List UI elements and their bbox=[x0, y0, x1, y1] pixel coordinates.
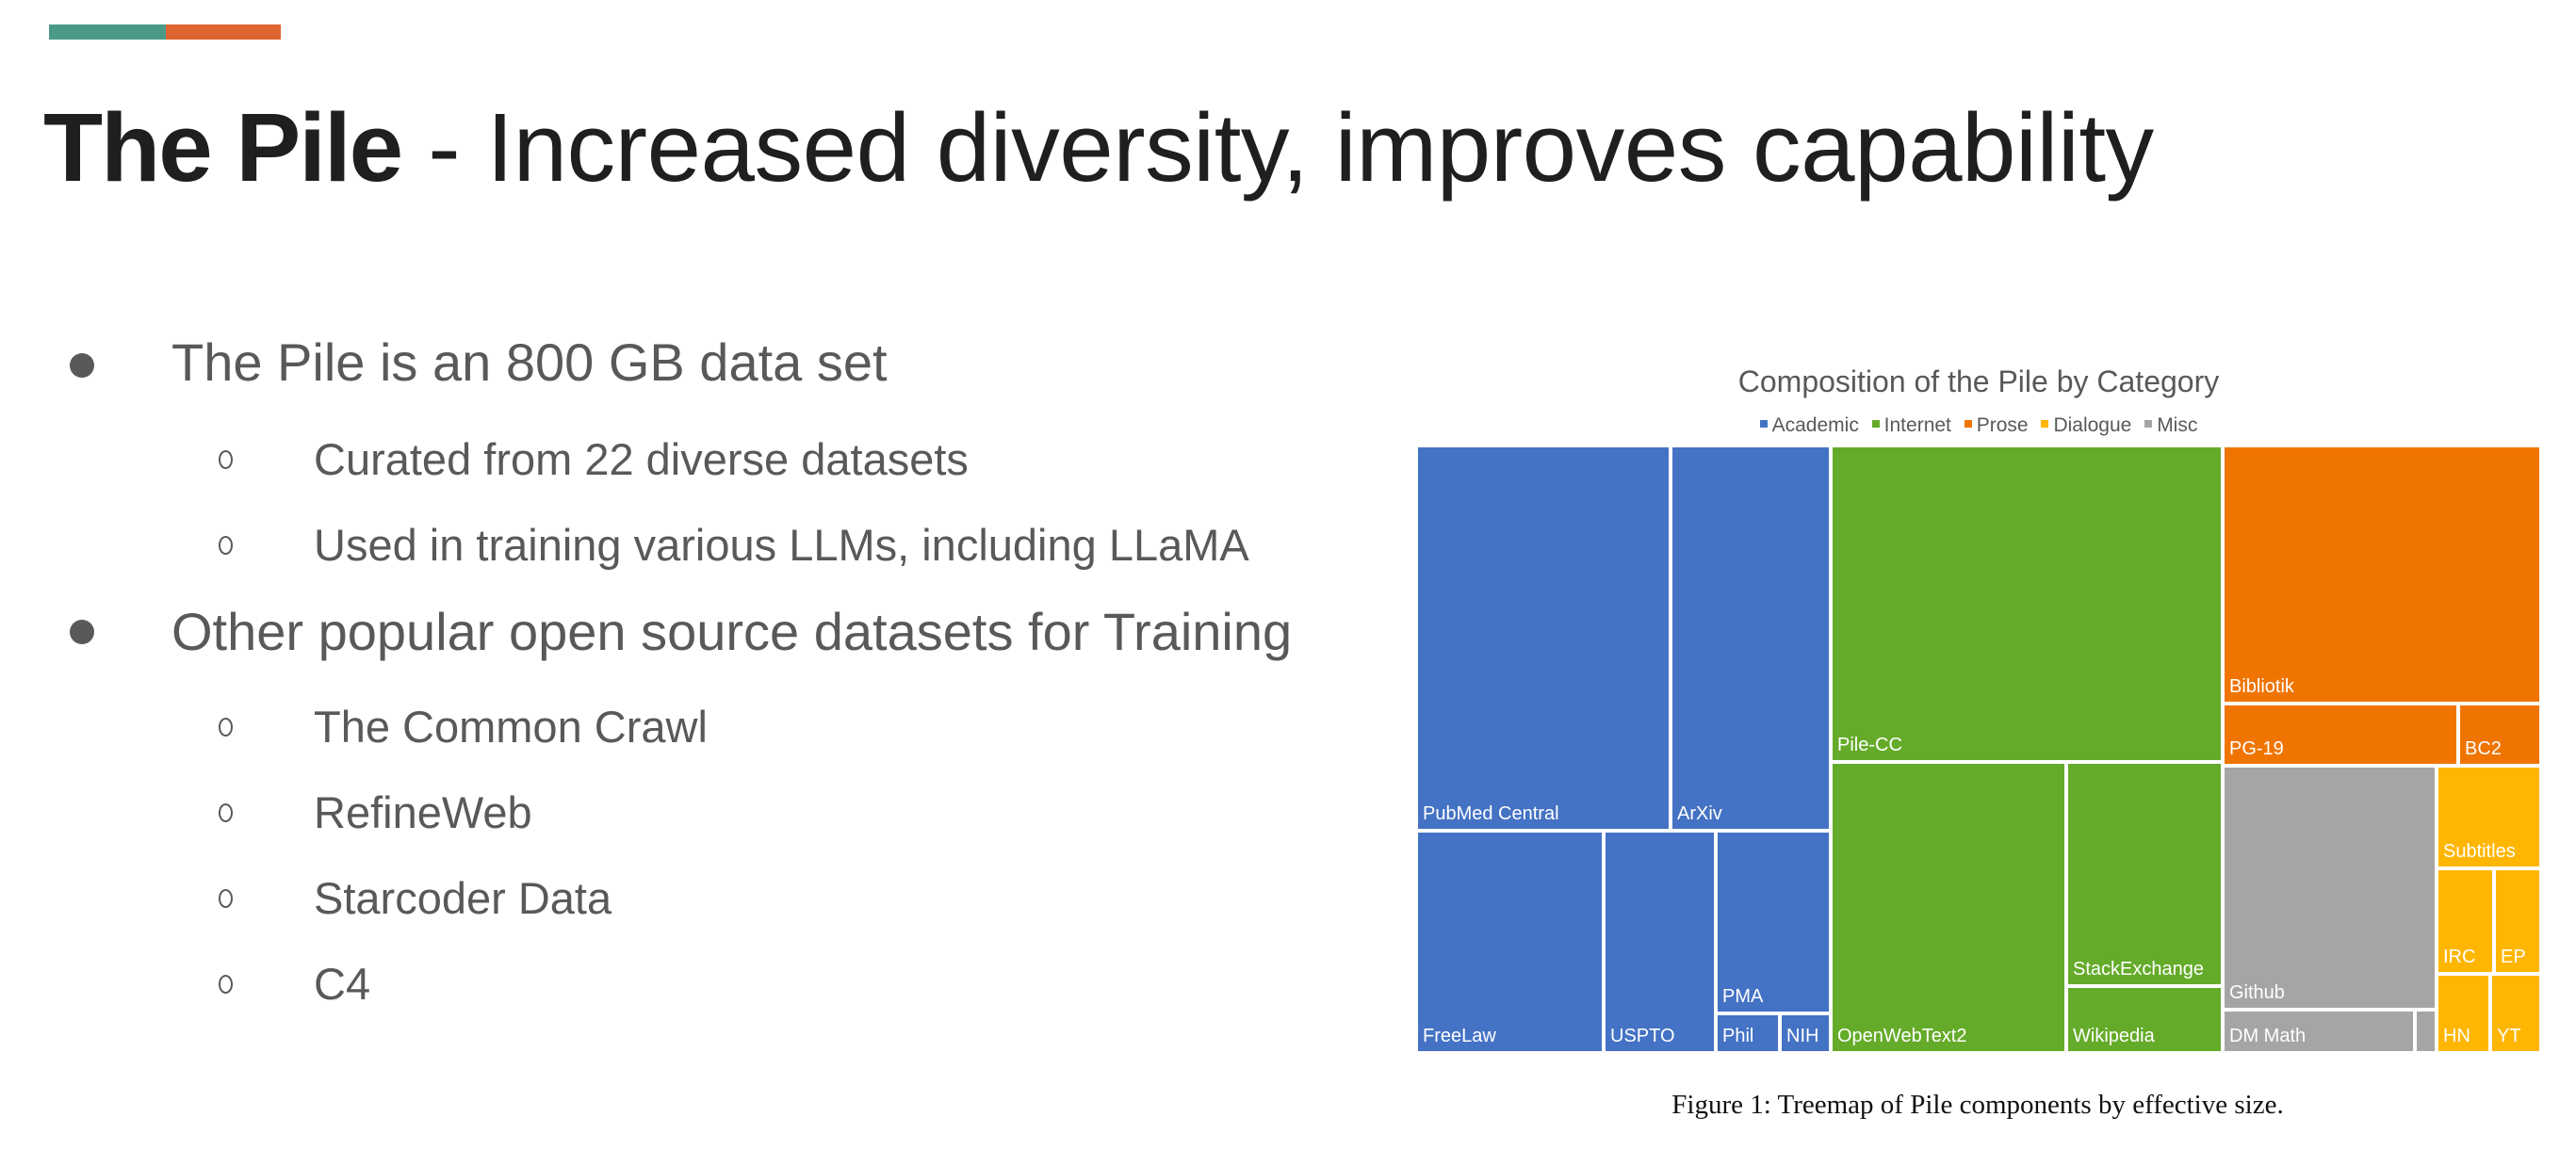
legend-item-prose: Prose bbox=[1964, 413, 2029, 439]
bullet-item: The Pile is an 800 GB data set bbox=[171, 332, 888, 392]
treemap-cell-subtitles: Subtitles bbox=[2437, 766, 2541, 868]
legend-swatch-academic bbox=[1759, 420, 1768, 429]
treemap-chart: PubMed Central ArXiv FreeLaw USPTO PMA Phil NI… bbox=[1416, 445, 2541, 1053]
treemap-cell-pma: PMA bbox=[1716, 831, 1831, 1013]
title-accent-bar-teal bbox=[49, 24, 166, 40]
treemap-cell-label: Subtitles bbox=[2443, 841, 2516, 862]
treemap-cell-label: ArXiv bbox=[1677, 803, 1722, 824]
treemap-cell-label: PG-19 bbox=[2229, 738, 2284, 759]
treemap-cell-label: PubMed Central bbox=[1423, 803, 1559, 824]
title-accent-bar-orange bbox=[166, 24, 281, 40]
treemap-cell-hn: HN bbox=[2437, 974, 2490, 1053]
slide-title: The Pile - Increased diversity, improves… bbox=[43, 90, 2154, 203]
bullet-item: Other popular open source datasets for T… bbox=[171, 602, 1293, 661]
legend-label: Misc bbox=[2157, 414, 2198, 436]
treemap-cell-label: DM Math bbox=[2229, 1026, 2307, 1046]
treemap-cell-label: OpenWebText2 bbox=[1837, 1026, 1967, 1046]
treemap-cell-openwebtext2: OpenWebText2 bbox=[1831, 762, 2066, 1053]
treemap-cell-label: HN bbox=[2443, 1026, 2470, 1046]
legend-swatch-misc bbox=[2144, 420, 2153, 429]
sub-bullet-item: The Common Crawl bbox=[314, 702, 708, 752]
treemap-cell-ep: EP bbox=[2494, 868, 2541, 974]
legend-swatch-internet bbox=[1871, 420, 1880, 429]
treemap-cell-stackexchange: StackExchange bbox=[2066, 762, 2223, 986]
legend-label: Prose bbox=[1976, 414, 2029, 436]
sub-bullet-item: RefineWeb bbox=[314, 787, 532, 837]
sub-bullet-item: Curated from 22 diverse datasets bbox=[314, 434, 969, 484]
legend-label: Dialogue bbox=[2053, 414, 2132, 436]
treemap-cell-wikipedia: Wikipedia bbox=[2066, 986, 2223, 1053]
legend-item-misc: Misc bbox=[2144, 413, 2197, 439]
legend-item-internet: Internet bbox=[1871, 413, 1951, 439]
filled-circle-bullet-icon bbox=[70, 353, 94, 378]
treemap-cell-label: FreeLaw bbox=[1423, 1026, 1496, 1046]
legend-item-dialogue: Dialogue bbox=[2041, 413, 2131, 439]
legend-label: Academic bbox=[1771, 414, 1859, 436]
legend-swatch-prose bbox=[1964, 420, 1972, 429]
treemap-cell-irc: IRC bbox=[2437, 868, 2494, 974]
treemap-cell-label: PMA bbox=[1722, 986, 1764, 1007]
figure-caption: Figure 1: Treemap of Pile components by … bbox=[1671, 1090, 2284, 1120]
sub-bullet-item: Starcoder Data bbox=[314, 873, 612, 923]
treemap-cell-label: Phil bbox=[1722, 1026, 1754, 1046]
treemap-cell-freelaw: FreeLaw bbox=[1416, 831, 1604, 1053]
hollow-circle-bullet-icon bbox=[219, 536, 233, 555]
treemap-cell-label: Bibliotik bbox=[2229, 676, 2294, 697]
treemap-cell-label: NIH bbox=[1786, 1026, 1819, 1046]
hollow-circle-bullet-icon bbox=[219, 889, 233, 908]
treemap-cell-pubmed-central: PubMed Central bbox=[1416, 445, 1671, 831]
treemap-cell-github: Github bbox=[2223, 766, 2437, 1010]
treemap-cell-label: Github bbox=[2229, 982, 2285, 1003]
treemap-cell-arxiv: ArXiv bbox=[1671, 445, 1831, 831]
treemap-cell-pg-19: PG-19 bbox=[2223, 704, 2458, 766]
treemap-cell-uspto: USPTO bbox=[1604, 831, 1716, 1053]
treemap-cell-pile-cc: Pile-CC bbox=[1831, 445, 2223, 762]
hollow-circle-bullet-icon bbox=[219, 450, 233, 469]
legend-swatch-dialogue bbox=[2041, 420, 2049, 429]
treemap-cell-label: BC2 bbox=[2465, 738, 2502, 759]
treemap-cell-bibliotik: Bibliotik bbox=[2223, 445, 2541, 704]
filled-circle-bullet-icon bbox=[70, 620, 94, 644]
legend-item-academic: Academic bbox=[1759, 413, 1859, 439]
hollow-circle-bullet-icon bbox=[219, 975, 233, 994]
slide-title-bold: The Pile bbox=[43, 92, 403, 202]
treemap-cell-yt: YT bbox=[2490, 974, 2541, 1053]
sub-bullet-item: C4 bbox=[314, 959, 371, 1009]
treemap-cell-bc2: BC2 bbox=[2458, 704, 2541, 766]
slide-title-rest: - Increased diversity, improves capabili… bbox=[401, 92, 2154, 202]
treemap-cell-phil: Phil bbox=[1716, 1013, 1780, 1053]
treemap-cell-nih: NIH bbox=[1780, 1013, 1831, 1053]
hollow-circle-bullet-icon bbox=[219, 718, 233, 737]
sub-bullet-item: Used in training various LLMs, including… bbox=[314, 520, 1249, 570]
treemap-cell-unlabeled bbox=[2415, 1010, 2437, 1053]
treemap-cell-label: USPTO bbox=[1610, 1026, 1675, 1046]
treemap-cell-label: StackExchange bbox=[2073, 959, 2204, 980]
treemap-cell-label: Wikipedia bbox=[2073, 1026, 2155, 1046]
chart-legend: Academic Internet Prose Dialogue Misc bbox=[1416, 413, 2541, 439]
treemap-cell-label: EP bbox=[2501, 947, 2526, 967]
treemap-cell-label: Pile-CC bbox=[1837, 735, 1902, 755]
legend-label: Internet bbox=[1883, 414, 1951, 436]
treemap-cell-label: IRC bbox=[2443, 947, 2476, 967]
treemap-cell-label: YT bbox=[2497, 1026, 2521, 1046]
chart-title: Composition of the Pile by Category bbox=[1737, 364, 2220, 398]
hollow-circle-bullet-icon bbox=[219, 803, 233, 822]
treemap-cell-dm-math: DM Math bbox=[2223, 1010, 2415, 1053]
